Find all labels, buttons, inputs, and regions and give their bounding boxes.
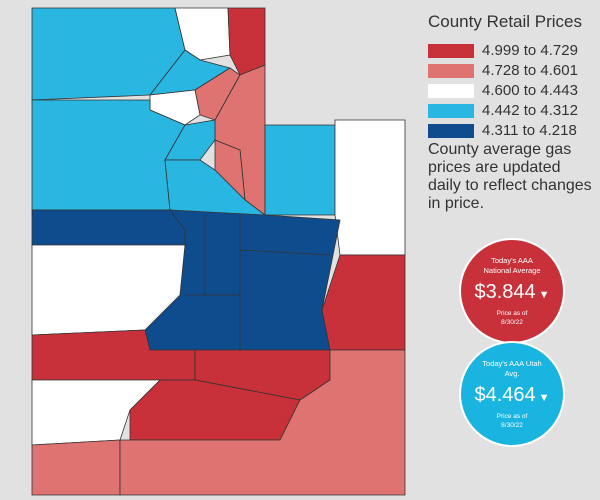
legend-label: 4.442 to 4.312 [482, 102, 578, 119]
price-badge: Today's AAA Utah Avg. $4.464 ▼ Price as of … [459, 341, 565, 447]
legend-swatch [428, 43, 474, 58]
legend-item: 4.311 to 4.218 [428, 122, 577, 139]
county [31, 439, 121, 496]
badge-date: Price as of 8/30/22 [496, 309, 528, 326]
badge-date: Price as of 8/30/22 [496, 412, 528, 429]
badge-arrow: ▼ [538, 288, 550, 301]
badge-title: Today's AAA National Average [483, 255, 541, 275]
county [31, 244, 186, 336]
map [31, 7, 406, 496]
badge-title: Today's AAA Utah Avg. [482, 358, 542, 378]
county [31, 379, 161, 446]
legend-swatch [428, 63, 474, 78]
county [334, 119, 406, 256]
county [31, 99, 186, 211]
county [321, 254, 406, 351]
county-border [239, 249, 331, 256]
legend-swatch [428, 123, 474, 138]
badge-arrow: ▼ [538, 391, 550, 404]
price-badge: Today's AAA National Average $3.844 ▼ Price… [459, 238, 565, 344]
badge-price: $4.464 [474, 383, 536, 406]
county [174, 7, 231, 61]
county [227, 7, 266, 76]
legend-label: 4.999 to 4.729 [482, 42, 578, 59]
county [164, 119, 216, 161]
legend-title: County Retail Prices [428, 12, 583, 31]
county [31, 209, 186, 246]
badge-price: $3.844 [474, 280, 536, 303]
legend-item: 4.728 to 4.601 [428, 62, 578, 79]
legend-item: 4.600 to 4.443 [428, 82, 578, 99]
legend-item: 4.999 to 4.729 [428, 42, 578, 59]
badge-price-row: $3.844 ▼ [474, 281, 549, 304]
legend-swatch [428, 83, 474, 98]
badge-price-row: $4.464 ▼ [474, 384, 549, 407]
county [119, 349, 406, 496]
legend-label: 4.311 to 4.218 [482, 122, 577, 139]
legend-label: 4.600 to 4.443 [482, 82, 578, 99]
legend-item: 4.442 to 4.312 [428, 102, 578, 119]
county [264, 124, 336, 216]
legend-swatch [428, 103, 474, 118]
legend-label: 4.728 to 4.601 [482, 62, 578, 79]
note: County average gas prices are updated da… [428, 141, 592, 212]
